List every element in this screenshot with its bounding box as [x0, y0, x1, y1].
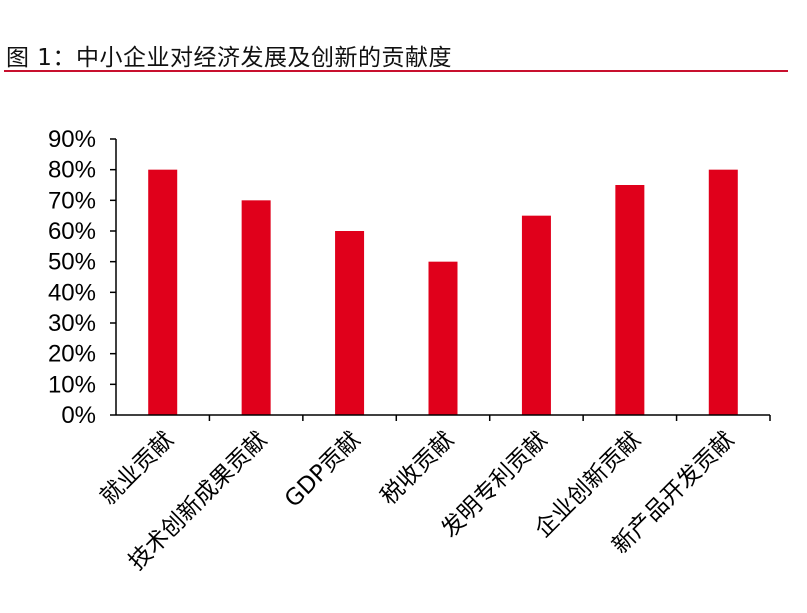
y-tick-label: 60%: [48, 218, 96, 245]
bar: [148, 169, 178, 415]
y-tick-label: 50%: [48, 249, 96, 276]
figure-title: 图 1：中小企业对经济发展及创新的贡献度: [6, 45, 452, 71]
y-tick-label: 40%: [48, 279, 96, 306]
bar: [428, 261, 458, 415]
x-axis: [116, 414, 771, 421]
y-tick-label: 10%: [48, 371, 96, 398]
y-axis: 0% 10% 20% 30% 40% 50% 60% 70% 80% 90%: [48, 126, 117, 429]
x-category-label: 税收贡献: [376, 427, 459, 510]
bar: [241, 200, 271, 415]
y-tick-label: 20%: [48, 341, 96, 368]
bar: [615, 185, 645, 415]
x-category-label: GDP贡献: [280, 427, 366, 513]
y-tick-label: 70%: [48, 187, 96, 214]
title-divider: [4, 70, 788, 72]
y-tick-label: 30%: [48, 310, 96, 337]
bar: [708, 169, 738, 415]
y-tick-label: 0%: [61, 402, 96, 429]
bar: [335, 231, 365, 415]
x-category-label: 就业贡献: [96, 427, 179, 510]
y-tick-label: 80%: [48, 157, 96, 184]
y-tick-label: 90%: [48, 126, 96, 153]
bars: [148, 169, 738, 415]
bar: [521, 215, 551, 415]
